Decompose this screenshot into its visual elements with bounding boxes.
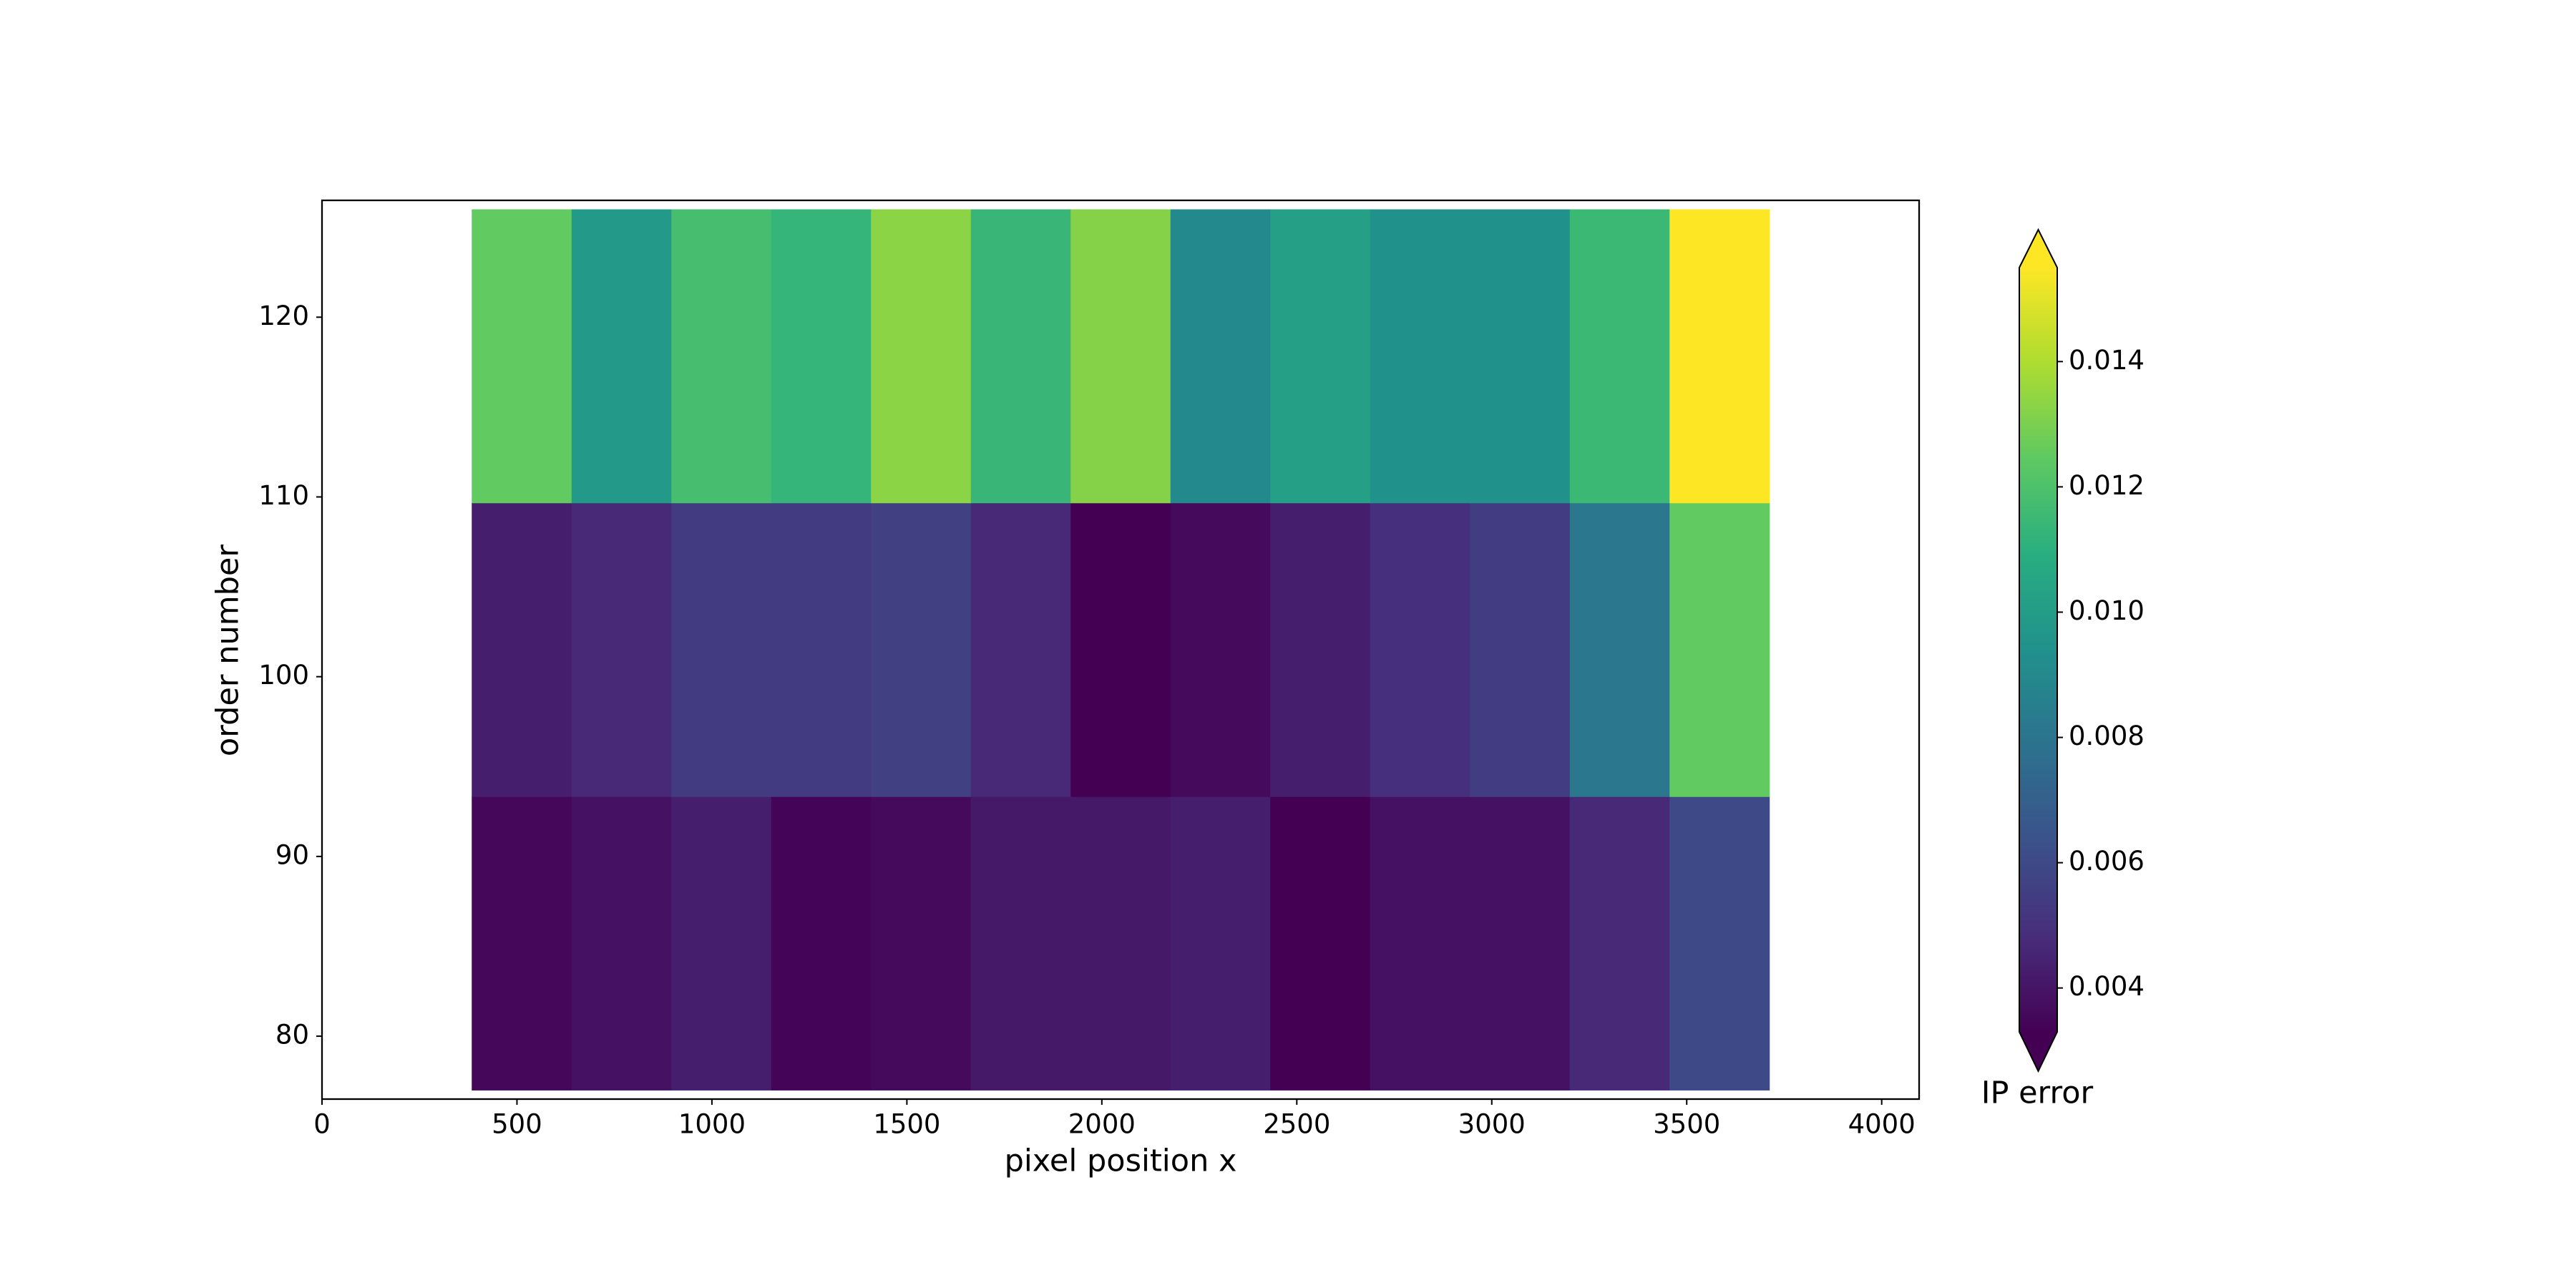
heatmap-cell — [771, 209, 872, 504]
y-tick-label: 120 — [258, 301, 309, 331]
heatmap-cell — [571, 502, 672, 797]
x-tick-label: 3500 — [1653, 1109, 1720, 1140]
x-tick-label: 0 — [313, 1109, 331, 1140]
x-tick-label: 1500 — [873, 1109, 940, 1140]
heatmap-cell — [871, 502, 972, 797]
colorbar-tick-label: 0.010 — [2069, 595, 2145, 626]
heatmap-cell — [671, 502, 772, 797]
heatmap-cell — [1470, 502, 1571, 797]
heatmap-cell — [1370, 209, 1470, 504]
heatmap-cell — [1669, 209, 1770, 504]
y-tick-label: 90 — [275, 839, 309, 870]
colorbar-label: IP error — [1981, 1075, 2094, 1111]
colorbar-extend-min — [2019, 1032, 2057, 1071]
x-tick-label: 500 — [492, 1109, 542, 1140]
heatmap-cell — [1669, 502, 1770, 797]
heatmap-cell — [771, 796, 872, 1091]
heatmap-cell — [1170, 502, 1271, 797]
y-tick-label: 100 — [258, 660, 309, 691]
colorbar-tick-label: 0.004 — [2069, 971, 2145, 1002]
heatmap-cell — [1270, 502, 1371, 797]
plot-frame — [321, 199, 1921, 1101]
heatmap-cell — [1070, 209, 1171, 504]
y-tick-label: 110 — [258, 480, 309, 511]
heatmap-cell — [1569, 502, 1670, 797]
heatmap-cell — [1370, 796, 1470, 1091]
heatmap-cell — [1070, 502, 1171, 797]
colorbar-tick-label: 0.012 — [2069, 470, 2145, 501]
x-tick-label: 3000 — [1458, 1109, 1526, 1140]
heatmap-cell — [472, 209, 572, 504]
heatmap-cell — [771, 502, 872, 797]
x-tick-label: 2000 — [1068, 1109, 1136, 1140]
x-tick-label: 4000 — [1848, 1109, 1916, 1140]
heatmap-cell — [1170, 796, 1271, 1091]
heatmap-cell — [970, 209, 1071, 504]
colorbar-extend-max — [2019, 230, 2057, 268]
x-axis-label: pixel position x — [1005, 1143, 1237, 1179]
heatmap-cell — [1170, 209, 1271, 504]
heatmap-cell — [472, 502, 572, 797]
colorbar — [2019, 268, 2057, 1032]
heatmap-cell — [1470, 209, 1571, 504]
colorbar-tick-label: 0.008 — [2069, 721, 2145, 751]
colorbar-tick-label: 0.006 — [2069, 846, 2145, 877]
heatmap-cell — [1270, 796, 1371, 1091]
heatmap-cell — [970, 502, 1071, 797]
heatmap-cell — [1270, 209, 1371, 504]
heatmap-cell — [1669, 796, 1770, 1091]
heatmap-cell — [970, 796, 1071, 1091]
heatmap-cell — [571, 209, 672, 504]
heatmap-cell — [571, 796, 672, 1091]
heatmap-cell — [1370, 502, 1470, 797]
heatmap-cell — [871, 796, 972, 1091]
heatmap-cell — [671, 796, 772, 1091]
colorbar-outline — [2019, 228, 2058, 1073]
colorbar-tick-label: 0.014 — [2069, 345, 2145, 376]
heatmap-cell — [1569, 209, 1670, 504]
heatmap-cell — [472, 796, 572, 1091]
y-tick-label: 80 — [275, 1020, 309, 1050]
x-tick-label: 1000 — [678, 1109, 746, 1140]
x-tick-label: 2500 — [1263, 1109, 1330, 1140]
heatmap-cell — [1569, 796, 1670, 1091]
y-axis-label: order number — [210, 545, 246, 756]
heatmap-cell — [1070, 796, 1171, 1091]
heatmap-cell — [1470, 796, 1571, 1091]
heatmap-cell — [871, 209, 972, 504]
heatmap-cell — [671, 209, 772, 504]
